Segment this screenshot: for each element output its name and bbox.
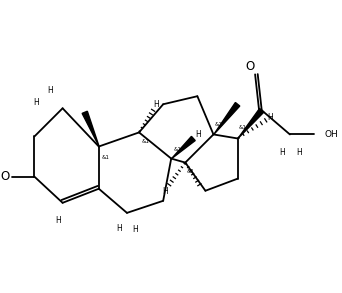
Text: O: O (245, 60, 254, 73)
Text: &1: &1 (187, 169, 195, 174)
Text: &1: &1 (102, 155, 110, 160)
Polygon shape (238, 108, 264, 139)
Polygon shape (214, 103, 240, 134)
Text: H: H (162, 188, 168, 197)
Text: H: H (268, 113, 274, 122)
Text: H: H (132, 225, 138, 234)
Text: H: H (195, 130, 201, 139)
Text: O: O (0, 170, 10, 183)
Text: H: H (56, 217, 62, 225)
Text: OH: OH (325, 130, 339, 139)
Text: &1: &1 (215, 122, 223, 127)
Text: H: H (47, 86, 53, 95)
Text: H: H (279, 148, 285, 157)
Text: H: H (34, 98, 39, 107)
Text: &1: &1 (239, 125, 247, 130)
Text: H: H (296, 148, 302, 157)
Polygon shape (171, 136, 195, 159)
Text: H: H (153, 100, 159, 109)
Text: &1: &1 (173, 147, 181, 152)
Text: H: H (116, 224, 122, 234)
Polygon shape (82, 111, 99, 146)
Text: &1: &1 (141, 139, 149, 144)
